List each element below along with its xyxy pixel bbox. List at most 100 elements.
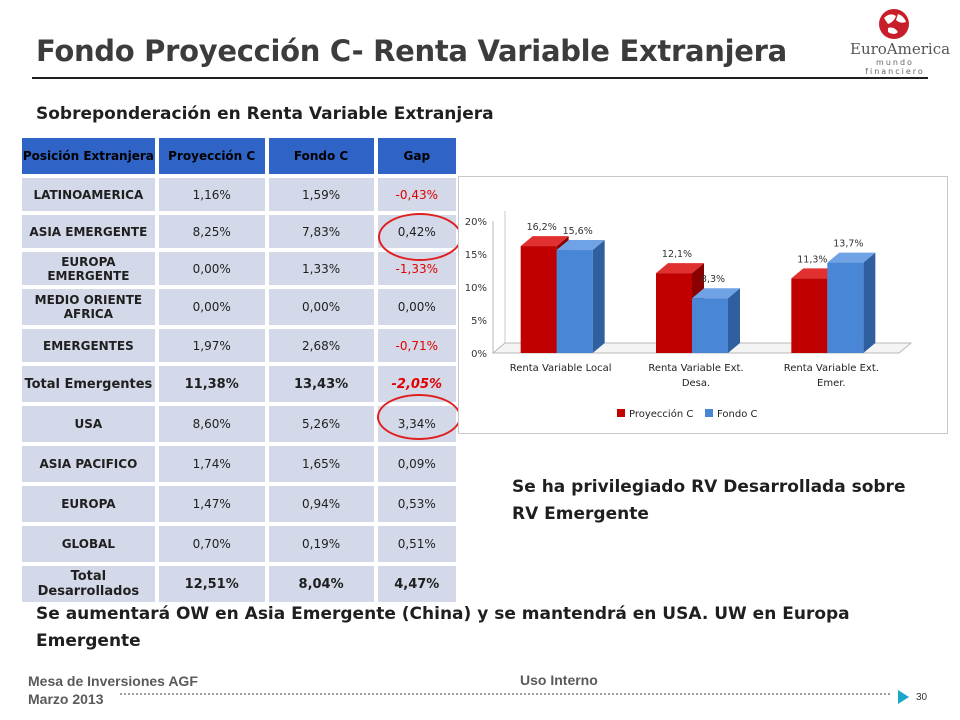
table-row-total: Total Emergentes 11,38% 13,43% -2,05% [20, 364, 458, 404]
bar [656, 273, 692, 353]
data-label: 13,7% [833, 239, 863, 250]
bar [520, 246, 557, 353]
table-row: GLOBAL 0,70% 0,19% 0,51% [20, 524, 458, 564]
bar-chart: 0% 5% 10% 15% 20% 16,2% 15,6% Renta Variable Lo… [458, 176, 948, 434]
bar-top [556, 240, 605, 251]
legend-label: Fondo C [717, 409, 757, 420]
footer-source: Mesa de Inversiones AGF Marzo 2013 [28, 672, 198, 708]
table-row: EUROPA 1,47% 0,94% 0,53% [20, 484, 458, 524]
region-cell: LATINOAMERICA [20, 176, 157, 213]
table-row: EUROPA EMERGENTE 0,00% 1,33% -1,33% [20, 250, 458, 287]
fondo-cell: 1,59% [266, 176, 376, 213]
bar-side [728, 288, 740, 353]
y-tick-label: 10% [465, 283, 487, 294]
table-row-total: Total Desarrollados 12,51% 8,04% 4,47% [20, 564, 458, 604]
proyeccion-cell: 12,51% [156, 564, 267, 604]
x-tick-label: Renta Variable Ext. [648, 363, 743, 374]
proyeccion-cell: 1,97% [156, 327, 267, 364]
column-header-proyeccion: Proyección C [156, 136, 267, 176]
x-tick-label: Emer. [817, 378, 846, 389]
region-cell: USA [20, 404, 157, 444]
table-row: LATINOAMERICA 1,16% 1,59% -0,43% [20, 176, 458, 213]
note-rv-desarrollada: Se ha privilegiado RV Desarrollada sobre… [512, 477, 906, 524]
table-header-row: Posición Extranjera Proyección C Fondo C… [20, 136, 458, 176]
footer-classification: Uso Interno [520, 672, 598, 688]
title-divider [32, 77, 928, 79]
data-label: 12,1% [662, 249, 692, 260]
region-cell: EUROPA EMERGENTE [20, 250, 157, 287]
fondo-cell: 2,68% [266, 327, 376, 364]
proyeccion-cell: 0,70% [156, 524, 267, 564]
bar-chart-svg: 0% 5% 10% 15% 20% 16,2% 15,6% Renta Variable Lo… [465, 211, 913, 420]
fondo-cell: 0,94% [266, 484, 376, 524]
table-row: ASIA PACIFICO 1,74% 1,65% 0,09% [20, 444, 458, 484]
region-cell: GLOBAL [20, 524, 157, 564]
gap-cell: -0,43% [375, 176, 458, 213]
proyeccion-cell: 11,38% [156, 364, 267, 404]
bar [827, 262, 864, 353]
bar [791, 278, 828, 353]
region-cell: ASIA EMERGENTE [20, 213, 157, 250]
region-cell: MEDIO ORIENTE AFRICA [20, 287, 157, 327]
highlight-circle-asia-emergente [378, 213, 462, 261]
proyeccion-cell: 0,00% [156, 287, 267, 327]
x-tick-label: Renta Variable Ext. [784, 363, 879, 374]
logo-wordmark: EuroAmerica [850, 40, 951, 58]
footer-desk: Mesa de Inversiones AGF [28, 673, 198, 689]
position-table: Posición Extranjera Proyección C Fondo C… [20, 136, 458, 604]
gap-cell: 4,47% [375, 564, 458, 604]
bar-top [656, 263, 704, 274]
gap-cell: 0,53% [375, 484, 458, 524]
fondo-cell: 1,33% [266, 250, 376, 287]
region-cell: Total Desarrollados [20, 564, 157, 604]
fondo-cell: 0,19% [266, 524, 376, 564]
footer-date: Marzo 2013 [28, 691, 104, 707]
highlight-circle-usa [377, 394, 461, 440]
fondo-cell: 7,83% [266, 213, 376, 250]
data-label: 8,3% [701, 274, 725, 285]
gap-cell: 0,00% [375, 287, 458, 327]
y-tick-label: 15% [465, 250, 487, 261]
fondo-cell: 1,65% [266, 444, 376, 484]
proyeccion-cell: 1,74% [156, 444, 267, 484]
bar-side [592, 240, 605, 353]
y-tick-label: 0% [471, 349, 487, 360]
proyeccion-cell: 8,25% [156, 213, 267, 250]
x-tick-label: Desa. [682, 378, 710, 389]
y-tick-label: 20% [465, 217, 487, 228]
footer-dotted-line [120, 693, 890, 695]
legend-swatch [705, 409, 713, 417]
bar-top [520, 236, 569, 247]
section-subtitle: Sobreponderación en Renta Variable Extra… [36, 104, 494, 124]
bar-top [827, 252, 876, 263]
data-label: 16,2% [527, 222, 557, 233]
note-asia-emergente: Se aumentará OW en Asia Emergente (China… [36, 604, 850, 651]
column-header-position: Posición Extranjera [20, 136, 157, 176]
table-row: MEDIO ORIENTE AFRICA 0,00% 0,00% 0,00% [20, 287, 458, 327]
column-header-gap: Gap [375, 136, 458, 176]
column-header-fondo: Fondo C [266, 136, 376, 176]
euroamerica-logo-icon [879, 9, 909, 39]
gap-cell: 0,09% [375, 444, 458, 484]
slide-title: Fondo Proyección C- Renta Variable Extra… [36, 34, 787, 68]
bar [556, 250, 593, 353]
legend-label: Proyección C [629, 408, 693, 420]
next-slide-arrow-icon[interactable] [898, 690, 909, 704]
proyeccion-cell: 1,16% [156, 176, 267, 213]
region-cell: EMERGENTES [20, 327, 157, 364]
page-number: 30 [916, 692, 928, 703]
fondo-cell: 5,26% [266, 404, 376, 444]
bar [692, 298, 728, 353]
data-label: 15,6% [563, 226, 593, 237]
y-tick-label: 5% [471, 316, 487, 327]
gap-cell: 0,51% [375, 524, 458, 564]
fondo-cell: 0,00% [266, 287, 376, 327]
region-cell: EUROPA [20, 484, 157, 524]
data-label: 11,3% [797, 254, 827, 265]
fondo-cell: 13,43% [266, 364, 376, 404]
bar-top [692, 288, 740, 299]
proyeccion-cell: 1,47% [156, 484, 267, 524]
proyeccion-cell: 0,00% [156, 250, 267, 287]
logo-tagline: mundo financiero [865, 58, 925, 76]
region-cell: Total Emergentes [20, 364, 157, 404]
